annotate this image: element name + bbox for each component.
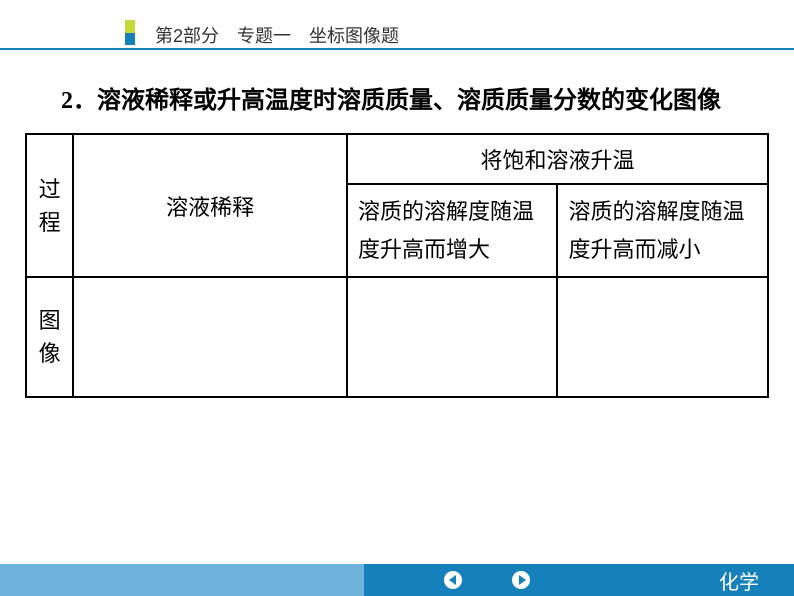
row-header-process: 过程 [26,134,73,277]
page-footer: 化学 [0,564,794,596]
prev-button[interactable] [444,571,462,589]
subject-label: 化学 [719,566,759,595]
cell-temp-increase: 溶质的溶解度随温度升高而增大 [347,184,557,277]
cell-header-span: 将饱和溶液升温 [347,134,768,184]
nav-buttons [444,571,530,589]
comparison-table: 过程 溶液稀释 将饱和溶液升温 溶质的溶解度随温度升高而增大 溶质的溶解度随温度… [25,133,769,398]
marker-top-segment [125,20,135,33]
footer-dark-segment: 化学 [364,564,794,596]
image-cell-2 [347,277,557,397]
row-header-image: 图像 [26,277,73,397]
next-button[interactable] [512,571,530,589]
main-content: 2．溶液稀释或升高温度时溶质质量、溶质质量分数的变化图像 过程 溶液稀释 将饱和… [25,80,769,398]
cell-dilution: 溶液稀释 [73,134,347,277]
table-row: 过程 溶液稀释 将饱和溶液升温 [26,134,768,184]
header-divider [0,48,794,50]
table-row: 图像 [26,277,768,397]
image-cell-1 [73,277,347,397]
breadcrumb: 第2部分 专题一 坐标图像题 [155,22,399,48]
marker-bottom-segment [125,33,135,46]
image-cell-3 [557,277,768,397]
page-header: 第2部分 专题一 坐标图像题 [0,20,794,50]
cell-temp-decrease: 溶质的溶解度随温度升高而减小 [557,184,768,277]
section-title: 2．溶液稀释或升高温度时溶质质量、溶质质量分数的变化图像 [25,80,769,123]
header-marker [125,20,135,45]
footer-light-segment [0,564,364,596]
table-container: 过程 溶液稀释 将饱和溶液升温 溶质的溶解度随温度升高而增大 溶质的溶解度随温度… [25,133,769,398]
